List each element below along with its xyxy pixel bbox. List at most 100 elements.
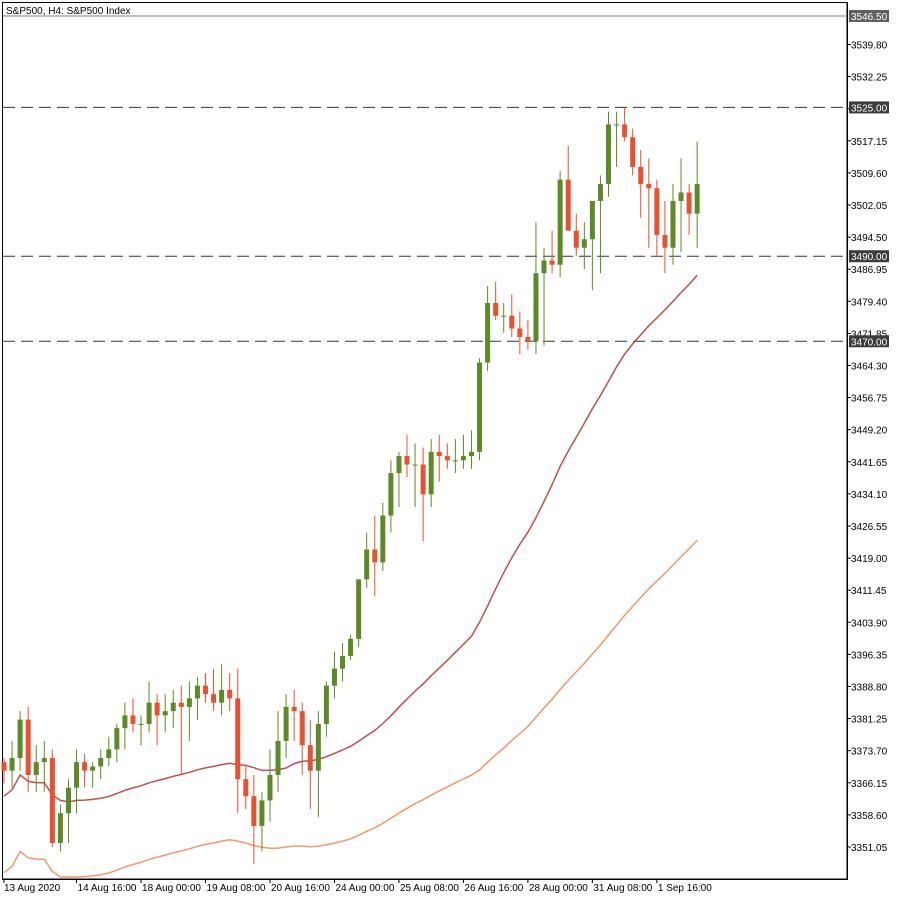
candle-body <box>517 328 523 338</box>
price-tick-label: 3426.55 <box>851 522 888 533</box>
price-tick-label: 3373.70 <box>851 747 888 758</box>
candle-77 <box>622 107 628 142</box>
candle-body <box>670 200 676 248</box>
candle-body <box>251 796 257 826</box>
candle-43 <box>348 634 354 661</box>
candle-body <box>65 787 71 814</box>
time-tick-label: 25 Aug 08:00 <box>400 883 459 894</box>
candle-body <box>356 579 362 639</box>
candle-44 <box>356 579 362 648</box>
candle-28 <box>227 672 233 712</box>
price-tick-label: 3381.25 <box>851 715 888 726</box>
candle-17 <box>138 715 144 746</box>
candle-body <box>509 315 515 329</box>
candle-49 <box>396 451 402 508</box>
moving-average-slow <box>3 274 698 803</box>
candle-body <box>468 451 474 457</box>
candle-68 <box>549 230 555 274</box>
candle-58 <box>468 430 474 469</box>
candle-body <box>396 456 402 474</box>
candle-body <box>501 315 507 317</box>
candle-body <box>154 702 160 716</box>
candle-body <box>259 800 265 826</box>
candle-27 <box>219 664 225 716</box>
time-tick-label: 24 Aug 00:00 <box>335 883 394 894</box>
candle-78 <box>630 128 636 176</box>
price-tick-label: 3441.65 <box>851 458 888 469</box>
candle-body <box>364 549 370 580</box>
candle-39 <box>315 711 321 818</box>
candle-52 <box>420 447 426 542</box>
candle-73 <box>589 200 595 291</box>
candle-body <box>323 685 329 724</box>
candle-body <box>146 702 152 724</box>
candle-body <box>404 456 410 465</box>
price-tick-label: 3456.75 <box>851 394 888 405</box>
candle-67 <box>541 247 547 346</box>
candle-body <box>662 234 668 248</box>
price-badge-label: 3525.00 <box>851 103 888 114</box>
price-tick-label: 3532.25 <box>851 73 888 84</box>
candle-body <box>178 702 184 707</box>
candle-84 <box>678 158 684 252</box>
candle-body <box>614 124 620 126</box>
time-tick-label: 26 Aug 16:00 <box>464 883 523 894</box>
candle-53 <box>428 439 434 508</box>
price-tick-label: 3403.90 <box>851 618 888 629</box>
candle-body <box>122 715 128 729</box>
price-tick-label: 3351.05 <box>851 843 888 854</box>
candle-50 <box>404 434 410 478</box>
candle-body <box>98 757 104 767</box>
candle-57 <box>460 434 466 469</box>
price-badge-label: 3470.00 <box>851 337 888 348</box>
candle-8 <box>65 779 71 843</box>
candle-body <box>82 762 88 771</box>
price-tick-label: 3486.95 <box>851 265 888 276</box>
candle-body <box>606 124 611 184</box>
candle-6 <box>49 749 55 848</box>
price-tick-label: 3396.35 <box>851 650 888 661</box>
candle-body <box>638 166 644 184</box>
candle-body <box>678 192 684 201</box>
candle-62 <box>501 302 507 333</box>
candle-body <box>41 757 47 763</box>
candle-65 <box>525 319 531 350</box>
time-tick-label: 28 Aug 00:00 <box>529 883 588 894</box>
candle-13 <box>106 736 112 767</box>
price-tick-label: 3517.15 <box>851 137 888 148</box>
candle-body <box>436 451 442 457</box>
candle-body <box>235 698 241 780</box>
candle-body <box>573 230 579 248</box>
candle-61 <box>493 281 499 320</box>
candle-body <box>203 685 208 695</box>
candle-body <box>485 302 491 363</box>
price-badges-layer: 3525.00 3490.00 3470.00 3546.50 <box>849 10 889 348</box>
time-tick-label: 20 Aug 16:00 <box>271 883 330 894</box>
candle-body <box>291 706 297 712</box>
candle-body <box>114 728 120 750</box>
candle-14 <box>114 723 120 763</box>
candle-86 <box>694 141 700 248</box>
price-tick-label: 3502.05 <box>851 201 888 212</box>
candle-12 <box>98 749 104 780</box>
moving-average-fast <box>3 539 698 878</box>
candle-body <box>9 757 15 771</box>
candle-body <box>597 183 603 201</box>
candle-body <box>138 723 144 725</box>
candle-body <box>315 723 321 771</box>
candle-body <box>444 456 450 461</box>
candle-16 <box>130 698 136 733</box>
candle-body <box>219 689 225 703</box>
candle-21 <box>170 689 176 729</box>
candle-body <box>307 745 313 771</box>
candle-55 <box>444 443 450 469</box>
candle-body <box>1 762 7 771</box>
candle-body <box>130 715 136 724</box>
candle-37 <box>299 702 305 775</box>
candle-body <box>25 719 31 775</box>
candle-76 <box>614 111 620 167</box>
candle-body <box>452 460 458 462</box>
level-badge-1: 3490.00 <box>849 250 889 263</box>
